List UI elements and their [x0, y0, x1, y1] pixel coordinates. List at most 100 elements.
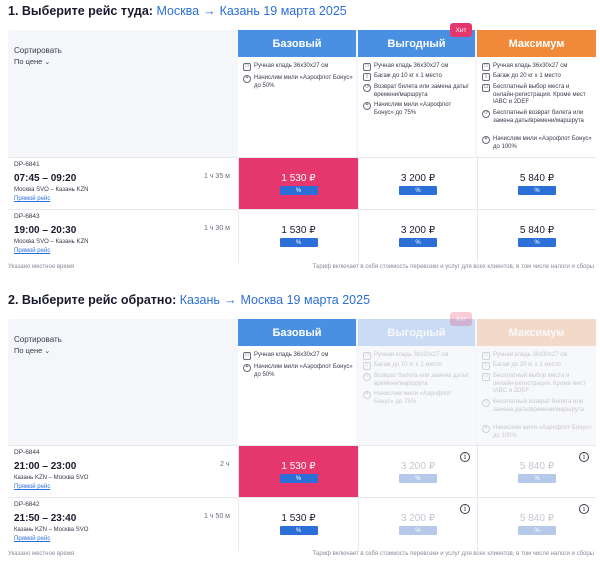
chevron-down-icon: ⌄ [44, 348, 51, 355]
discount-button[interactable]: % [518, 474, 556, 483]
hit-badge: Хит [450, 312, 472, 326]
price-value: 3 200 ₽ [400, 173, 436, 184]
fare-good-header[interactable]: Выгодный [358, 319, 475, 346]
miles-icon: ✦ [243, 364, 251, 372]
feature-item: ↺ Возврат билета или замена даты/времени/… [363, 84, 469, 98]
fare-basic-features: ▭ Ручная кладь 36х30х27 см ✦ Начислим мили… [238, 57, 356, 157]
outbound-title: 1. Выберите рейс туда: Москва → Казань 19 … [8, 4, 347, 18]
fare-name: Максимум [508, 37, 565, 50]
tariff-note: Тариф включает в себя стоимость перевозк… [312, 264, 594, 270]
direct-flight-link[interactable]: Прямой рейс [14, 484, 51, 490]
feature-item: ⊡ Бесплатный выбор места и онлайн-регистр… [482, 84, 586, 105]
price-max[interactable]: 5 840 ₽% [477, 210, 596, 262]
price-max[interactable]: 5 840 ₽% [477, 446, 596, 498]
chevron-down-icon: ⌄ [44, 59, 51, 66]
flight-route: Казань KZN – Москва SVO [14, 475, 89, 481]
price-value: 3 200 ₽ [400, 225, 436, 236]
price-basic[interactable]: 1 530 ₽% [238, 210, 358, 262]
local-time-note: Указано местное время [8, 551, 75, 557]
price-value: 5 840 ₽ [519, 461, 555, 472]
discount-button[interactable]: % [279, 238, 318, 247]
info-icon[interactable]: i [579, 452, 589, 462]
bag-icon: ▭ [482, 352, 490, 360]
price-basic[interactable]: 1 530 ₽% [238, 158, 358, 210]
price-max[interactable]: 5 840 ₽% [477, 498, 596, 550]
info-icon[interactable]: i [579, 504, 589, 514]
fare-basic-header[interactable]: Базовый [238, 30, 356, 57]
fare-name: Выгодный [387, 37, 446, 50]
feature-item: ↺ Бесплатный возврат билета или замена да… [482, 110, 584, 124]
flight-row[interactable]: DP-6844 21:00 – 23:00 Казань KZN – Москв… [8, 445, 596, 498]
luggage-icon: ▯ [363, 73, 371, 81]
info-icon[interactable]: i [460, 452, 470, 462]
direct-flight-link[interactable]: Прямой рейс [14, 248, 51, 254]
flight-row[interactable]: DP-6842 21:50 – 23:40 Казань KZN – Москв… [8, 497, 596, 550]
sort-dropdown[interactable]: По цене ⌄ [14, 57, 50, 66]
direct-flight-link[interactable]: Прямой рейс [14, 196, 51, 202]
sort-dropdown[interactable]: По цене ⌄ [14, 346, 50, 355]
feature-item: ▭ Ручная кладь 36х30х27 см [482, 63, 568, 71]
refund-icon: ↺ [363, 373, 371, 381]
fare-max-header[interactable]: Максимум [477, 30, 596, 57]
refund-icon: ↺ [482, 399, 490, 407]
fare-max-header[interactable]: Максимум [477, 319, 596, 346]
flight-row[interactable]: DP-6843 19:00 – 20:30 Москва SVO – Казан… [8, 209, 596, 262]
feature-item: ▯ Багаж до 10 кг х 1 место [363, 73, 471, 81]
feature-item: ✦ Начислим мили «Аэрофлот Бонус» до 50% [243, 364, 353, 378]
discount-button[interactable]: % [518, 238, 556, 247]
outbound-from-city[interactable]: Москва [156, 4, 200, 18]
return-date[interactable]: 19 марта 2025 [286, 293, 371, 307]
discount-button[interactable]: % [518, 186, 556, 195]
price-good[interactable]: 3 200 ₽% [358, 158, 477, 210]
price-max[interactable]: 5 840 ₽% [477, 158, 596, 210]
flight-row[interactable]: DP-6841 07:45 – 09:20 Москва SVO – Казан… [8, 157, 596, 210]
flight-code: DP-6842 [14, 501, 40, 508]
outbound-fares-panel: Сортировать По цене ⌄ Базовый Выгодный Ма… [8, 30, 596, 157]
sort-value: По цене [14, 57, 43, 66]
return-fares-panel: Сортировать По цене ⌄ Базовый Выгодный Ма… [8, 319, 596, 445]
discount-button[interactable]: % [279, 526, 318, 535]
info-icon[interactable]: i [460, 504, 470, 514]
feature-item: ✦ Начислим мили «Аэрофлот Бонус» до 75% [363, 391, 452, 405]
flight-duration: 1 ч 50 м [204, 513, 230, 520]
outbound-to-city[interactable]: Казань [219, 4, 260, 18]
feature-item: ▯ Багаж до 20 кг х 1 место [482, 362, 592, 370]
feature-item: ↺ Бесплатный возврат билета или замена да… [482, 399, 584, 413]
fare-max-features: ▭ Ручная кладь 36х30х27 см ▯ Багаж до 20 к… [477, 57, 596, 157]
discount-button[interactable]: % [518, 526, 556, 535]
fare-name: Базовый [272, 326, 322, 339]
price-basic[interactable]: 1 530 ₽% [238, 446, 358, 498]
flight-route: Казань KZN – Москва SVO [14, 527, 89, 533]
bag-icon: ▭ [243, 352, 251, 360]
price-value: 5 840 ₽ [519, 173, 555, 184]
feature-item: ✦ Начислим мили «Аэрофлот Бонус» до 75% [363, 102, 452, 116]
discount-button[interactable]: % [279, 474, 318, 483]
feature-item: ▭ Ручная кладь 36х30х27 см [482, 352, 568, 360]
discount-button[interactable]: % [279, 186, 318, 195]
fare-basic-header[interactable]: Базовый [238, 319, 356, 346]
price-good[interactable]: 3 200 ₽% [358, 210, 477, 262]
direct-flight-link[interactable]: Прямой рейс [14, 536, 51, 542]
outbound-date[interactable]: 19 марта 2025 [263, 4, 347, 18]
fare-good-features: ▭ Ручная кладь 36х30х27 см ▯ Багаж до 10 к… [358, 346, 475, 445]
discount-button[interactable]: % [399, 474, 437, 483]
price-value: 5 840 ₽ [519, 225, 555, 236]
feature-item: ✦ Начислим мили «Аэрофлот Бонус» до 50% [243, 75, 353, 89]
return-from-city[interactable]: Казань [179, 293, 220, 307]
price-basic[interactable]: 1 530 ₽% [238, 498, 358, 550]
return-to-city[interactable]: Москва [240, 293, 284, 307]
feature-item: ▭ Ручная кладь 36х30х27 см [363, 352, 449, 360]
feature-item: ▯ Багаж до 20 кг х 1 место [482, 73, 592, 81]
feature-item: ↺ Возврат билета или замена даты/времени/… [363, 373, 469, 387]
tariff-note: Тариф включает в себя стоимость перевозк… [312, 551, 594, 557]
discount-button[interactable]: % [399, 238, 437, 247]
price-good[interactable]: 3 200 ₽% [358, 446, 477, 498]
fare-basic-features: ▭ Ручная кладь 36х30х27 см ✦ Начислим мили… [238, 346, 356, 445]
flight-time: 21:50 – 23:40 [14, 513, 77, 524]
price-value: 1 530 ₽ [281, 461, 316, 472]
discount-button[interactable]: % [399, 526, 437, 535]
sort-label: Сортировать [14, 335, 62, 344]
discount-button[interactable]: % [399, 186, 437, 195]
price-good[interactable]: 3 200 ₽% [358, 498, 477, 550]
refund-icon: ↺ [482, 110, 490, 118]
